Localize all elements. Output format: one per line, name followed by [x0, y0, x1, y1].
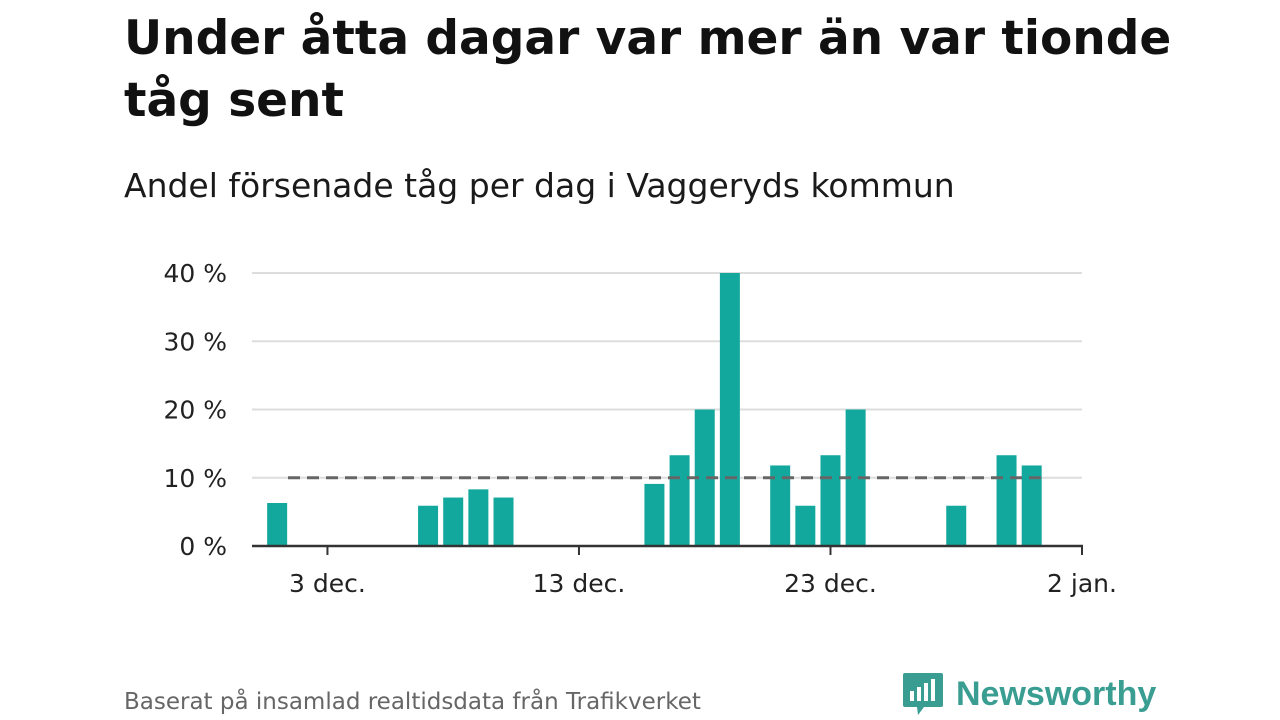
x-axis-ticks: 3 dec. 13 dec. 23 dec. 2 jan. — [289, 546, 1117, 598]
source-note: Baserat på insamlad realtidsdata från Tr… — [124, 689, 701, 715]
x-tick-label: 23 dec. — [784, 569, 877, 598]
y-tick-label: 30 % — [163, 327, 227, 356]
brand: Newsworthy — [902, 670, 1156, 718]
grid-lines — [252, 272, 1082, 479]
bar — [443, 497, 464, 546]
y-tick-label: 40 % — [163, 259, 227, 288]
bar — [694, 409, 715, 546]
chart-title: Under åtta dagar var mer än var tionde t… — [124, 11, 1172, 128]
bar — [493, 497, 514, 546]
y-tick-label: 0 % — [179, 532, 227, 561]
bar — [669, 455, 690, 546]
y-axis-ticks: 0 % 10 % 20 % 30 % 40 % — [163, 259, 227, 561]
bars — [267, 273, 1042, 546]
x-tick-label: 13 dec. — [533, 569, 626, 598]
bar — [820, 455, 841, 546]
newsworthy-logo-icon — [903, 673, 943, 715]
bar — [795, 505, 816, 546]
bar — [418, 505, 439, 546]
bar — [845, 409, 866, 546]
y-tick-label: 10 % — [163, 464, 227, 493]
chart-subtitle: Andel försenade tåg per dag i Vaggeryds … — [124, 166, 955, 205]
bar — [946, 505, 967, 546]
bar — [644, 483, 665, 546]
bar — [719, 273, 740, 546]
brand-name: Newsworthy — [956, 674, 1157, 713]
bar — [1021, 465, 1042, 546]
x-tick-label: 2 jan. — [1047, 569, 1117, 598]
bar — [267, 503, 288, 546]
x-tick-label: 3 dec. — [289, 569, 366, 598]
bar — [996, 455, 1017, 546]
bar — [770, 465, 791, 546]
y-tick-label: 20 % — [163, 396, 227, 425]
bar — [468, 489, 489, 546]
